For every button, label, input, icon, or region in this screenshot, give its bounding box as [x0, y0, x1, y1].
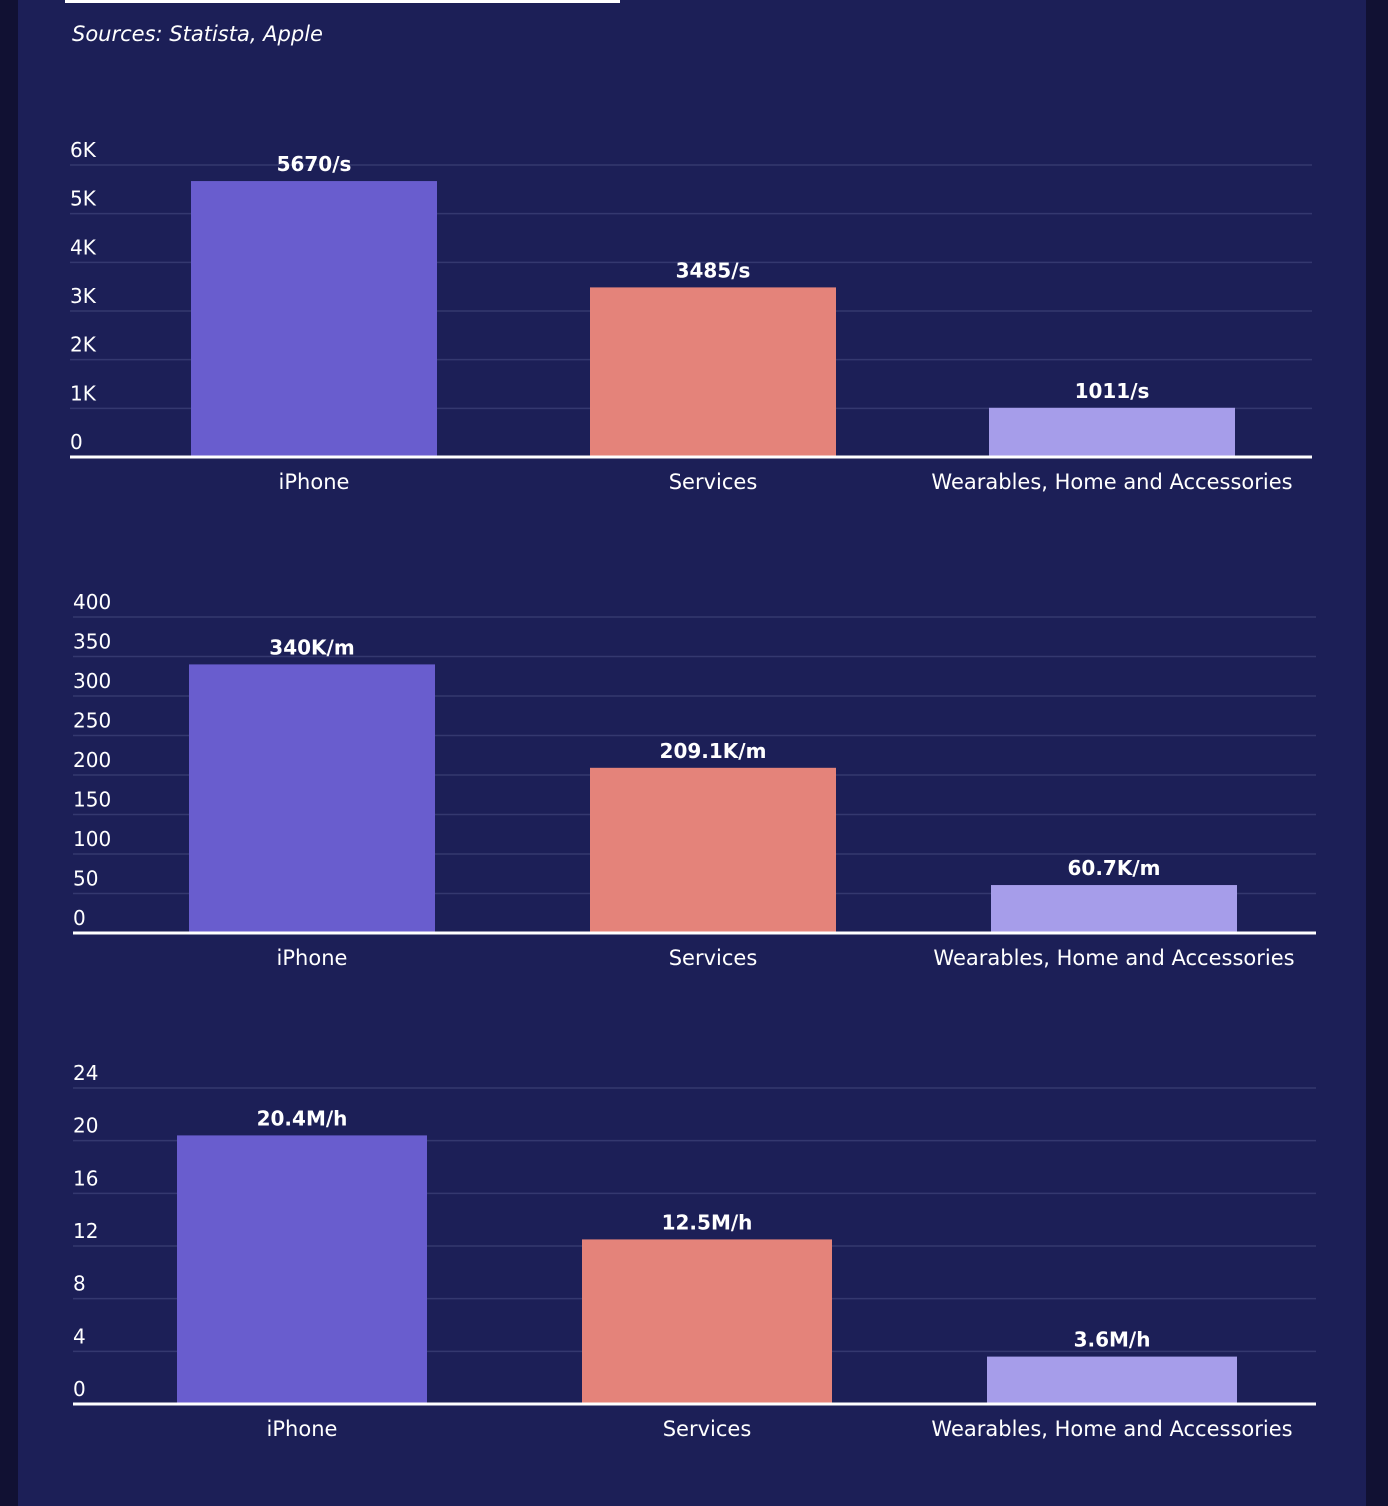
- data-label-iphone: 20.4M/h: [257, 1106, 348, 1130]
- category-label-wearables-home-and-accessories: Wearables, Home and Accessories: [933, 946, 1294, 970]
- y-tick-label: 1K: [70, 381, 97, 405]
- y-tick-label: 5K: [70, 187, 97, 211]
- bar-wearables-home-and-accessories: [991, 885, 1237, 933]
- category-label-wearables-home-and-accessories: Wearables, Home and Accessories: [931, 1417, 1292, 1441]
- y-tick-label: 100: [73, 827, 111, 851]
- data-label-services: 3485/s: [676, 258, 751, 282]
- category-label-iphone: iPhone: [267, 1417, 338, 1441]
- y-tick-label: 4: [73, 1324, 86, 1348]
- data-label-wearables-home-and-accessories: 3.6M/h: [1074, 1328, 1151, 1352]
- y-tick-label: 400: [73, 590, 111, 614]
- bar-wearables-home-and-accessories: [987, 1356, 1237, 1404]
- data-label-wearables-home-and-accessories: 1011/s: [1075, 379, 1150, 403]
- y-tick-label: 24: [73, 1061, 98, 1085]
- bar-iphone: [189, 664, 435, 933]
- y-tick-label: 250: [73, 709, 111, 733]
- y-tick-label: 50: [73, 867, 98, 891]
- category-label-services: Services: [663, 1417, 752, 1441]
- y-tick-label: 12: [73, 1219, 98, 1243]
- y-tick-label: 3K: [70, 284, 97, 308]
- category-label-iphone: iPhone: [279, 470, 350, 494]
- bar-services: [582, 1239, 832, 1404]
- revenue-per-minute-chart: 0 50 100 150 200 250 300 350 400 340K/m iPhone 209.…: [73, 590, 1316, 970]
- y-tick-label: 350: [73, 630, 111, 654]
- bar-iphone: [177, 1135, 427, 1404]
- y-tick-label: 16: [73, 1166, 98, 1190]
- sources-note: Sources: Statista, Apple: [72, 22, 323, 46]
- revenue-per-hour-chart: 0 4 8 12 16 20 24 20.4M/h iPhone 12.5M/h Services 3…: [73, 1061, 1316, 1441]
- y-tick-label: 150: [73, 788, 111, 812]
- y-tick-label: 200: [73, 748, 111, 772]
- y-tick-label: 0: [70, 430, 83, 454]
- bar-services: [590, 767, 836, 933]
- category-label-iphone: iPhone: [277, 946, 348, 970]
- y-tick-label: 8: [73, 1272, 86, 1296]
- bar-wearables-home-and-accessories: [989, 407, 1235, 457]
- y-tick-label: 0: [73, 1377, 86, 1401]
- bar-services: [590, 287, 836, 457]
- data-label-wearables-home-and-accessories: 60.7K/m: [1068, 856, 1161, 880]
- y-tick-label: 6K: [70, 138, 97, 162]
- revenue-per-second-chart: 0 1K 2K 3K 4K 5K 6K 5670/s iPhone 3485/s Services 1…: [70, 138, 1312, 494]
- data-label-services: 209.1K/m: [660, 739, 767, 763]
- y-tick-label: 0: [73, 906, 86, 930]
- y-tick-label: 2K: [70, 333, 97, 357]
- title-divider: [65, 0, 620, 3]
- y-tick-label: 20: [73, 1114, 98, 1138]
- category-label-services: Services: [669, 470, 758, 494]
- category-label-services: Services: [669, 946, 758, 970]
- bar-iphone: [191, 181, 437, 457]
- data-label-iphone: 5670/s: [277, 152, 352, 176]
- data-label-services: 12.5M/h: [662, 1210, 753, 1234]
- y-tick-label: 300: [73, 669, 111, 693]
- y-tick-label: 4K: [70, 235, 97, 259]
- category-label-wearables-home-and-accessories: Wearables, Home and Accessories: [931, 470, 1292, 494]
- data-label-iphone: 340K/m: [269, 635, 354, 659]
